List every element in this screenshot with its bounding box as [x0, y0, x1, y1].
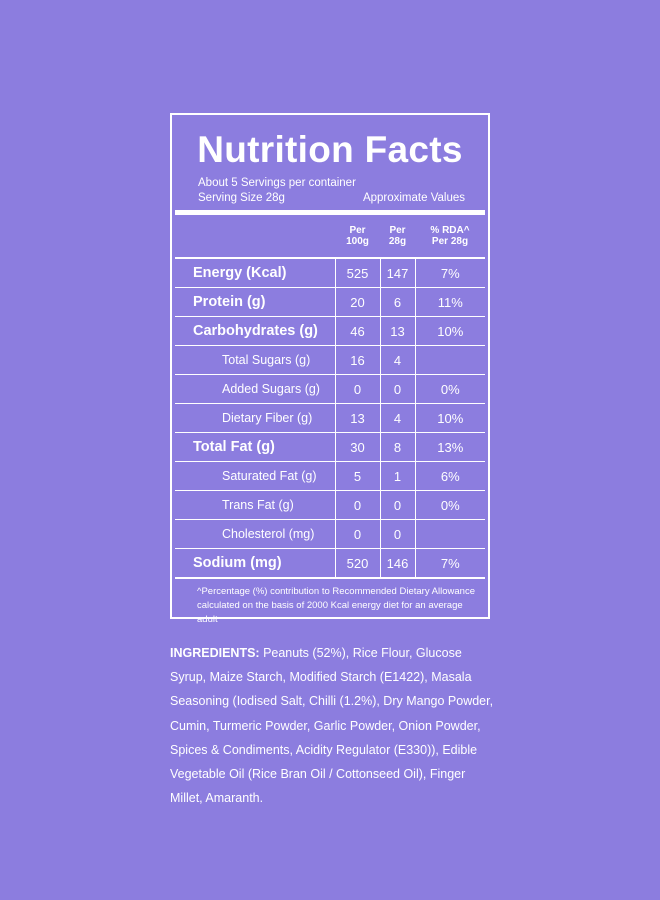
ingredients-label: INGREDIENTS: [170, 646, 260, 660]
table-row: Total Sugars (g) 16 4 [175, 345, 485, 375]
row-per-28g: 1 [379, 461, 415, 491]
row-per-100g: 525 [334, 257, 380, 288]
row-label: Dietary Fiber (g) [175, 403, 335, 433]
header-rda-line1: % RDA^ [430, 225, 470, 236]
header-per-28g-line1: Per [389, 225, 406, 236]
table-row: Cholesterol (mg) 0 0 [175, 519, 485, 549]
table-row: Total Fat (g) 30 8 13% [175, 432, 485, 462]
table-row: Carbohydrates (g) 46 13 10% [175, 316, 485, 346]
header-rda-line2: Per 28g [431, 236, 469, 247]
header-per-28g-line2: 28g [388, 236, 407, 247]
header-per-100g-line1: Per [349, 225, 366, 236]
row-label: Total Fat (g) [175, 432, 335, 462]
row-rda: 7% [414, 548, 485, 577]
footnote-line-1: ^Percentage (%) contribution to Recommen… [197, 586, 475, 597]
table-header-row: Per 100g Per 28g % RDA^ Per 28g [175, 215, 485, 258]
thick-divider [175, 210, 485, 215]
footnote-line-2: calculated on the basis of 2000 Kcal ene… [197, 600, 463, 625]
row-rda [414, 519, 485, 549]
serving-size: Serving Size 28g [198, 192, 285, 204]
row-label: Protein (g) [175, 287, 335, 317]
row-per-100g: 16 [334, 345, 380, 375]
row-label: Carbohydrates (g) [175, 316, 335, 346]
row-per-100g: 0 [334, 490, 380, 520]
row-per-28g: 13 [379, 316, 415, 346]
serving-info: About 5 Servings per container Serving S… [198, 176, 485, 206]
row-label: Energy (Kcal) [175, 257, 335, 288]
table-row: Dietary Fiber (g) 13 4 10% [175, 403, 485, 433]
row-rda [414, 345, 485, 375]
row-per-28g: 4 [379, 345, 415, 375]
row-label: Sodium (mg) [175, 548, 335, 577]
row-per-100g: 46 [334, 316, 380, 346]
header-nutrient [175, 215, 335, 258]
table-row: Sodium (mg) 520 146 7% [175, 548, 485, 577]
row-per-28g: 146 [379, 548, 415, 577]
servings-per-container: About 5 Servings per container [198, 177, 356, 189]
row-label: Trans Fat (g) [175, 490, 335, 520]
row-rda: 6% [414, 461, 485, 491]
row-per-100g: 0 [334, 374, 380, 404]
row-rda: 0% [414, 374, 485, 404]
table-row: Saturated Fat (g) 5 1 6% [175, 461, 485, 491]
rda-footnote: ^Percentage (%) contribution to Recommen… [175, 577, 485, 627]
header-per-100g: Per 100g [335, 215, 380, 258]
row-rda: 0% [414, 490, 485, 520]
row-label: Cholesterol (mg) [175, 519, 335, 549]
row-per-100g: 5 [334, 461, 380, 491]
nutrition-facts-panel: Nutrition Facts About 5 Servings per con… [170, 113, 490, 625]
row-per-100g: 0 [334, 519, 380, 549]
row-label: Added Sugars (g) [175, 374, 335, 404]
table-row: Energy (Kcal) 525 147 7% [175, 257, 485, 288]
row-rda: 11% [414, 287, 485, 317]
row-per-100g: 520 [334, 548, 380, 577]
header-per-28g: Per 28g [380, 215, 415, 258]
row-label: Saturated Fat (g) [175, 461, 335, 491]
row-per-28g: 147 [379, 257, 415, 288]
row-label: Total Sugars (g) [175, 345, 335, 375]
row-per-100g: 13 [334, 403, 380, 433]
row-per-28g: 8 [379, 432, 415, 462]
row-per-28g: 0 [379, 374, 415, 404]
nutrition-title: Nutrition Facts [197, 129, 463, 170]
approximate-values-note: Approximate Values [362, 192, 465, 204]
table-row: Added Sugars (g) 0 0 0% [175, 374, 485, 404]
ingredients-text: Peanuts (52%), Rice Flour, Glucose Syrup… [170, 646, 494, 806]
row-rda: 7% [414, 257, 485, 288]
header-rda: % RDA^ Per 28g [415, 215, 485, 258]
row-per-28g: 4 [379, 403, 415, 433]
row-per-100g: 20 [334, 287, 380, 317]
table-row: Trans Fat (g) 0 0 0% [175, 490, 485, 520]
row-per-28g: 0 [379, 519, 415, 549]
row-rda: 10% [414, 316, 485, 346]
row-rda: 10% [414, 403, 485, 433]
table-row: Protein (g) 20 6 11% [175, 287, 485, 317]
nutrition-table: Per 100g Per 28g % RDA^ Per 28g Energy (… [175, 215, 485, 577]
header-per-100g-line2: 100g [346, 236, 369, 247]
row-per-28g: 6 [379, 287, 415, 317]
row-per-28g: 0 [379, 490, 415, 520]
row-per-100g: 30 [334, 432, 380, 462]
ingredients-block: INGREDIENTS: Peanuts (52%), Rice Flour, … [170, 641, 500, 810]
row-rda: 13% [414, 432, 485, 462]
